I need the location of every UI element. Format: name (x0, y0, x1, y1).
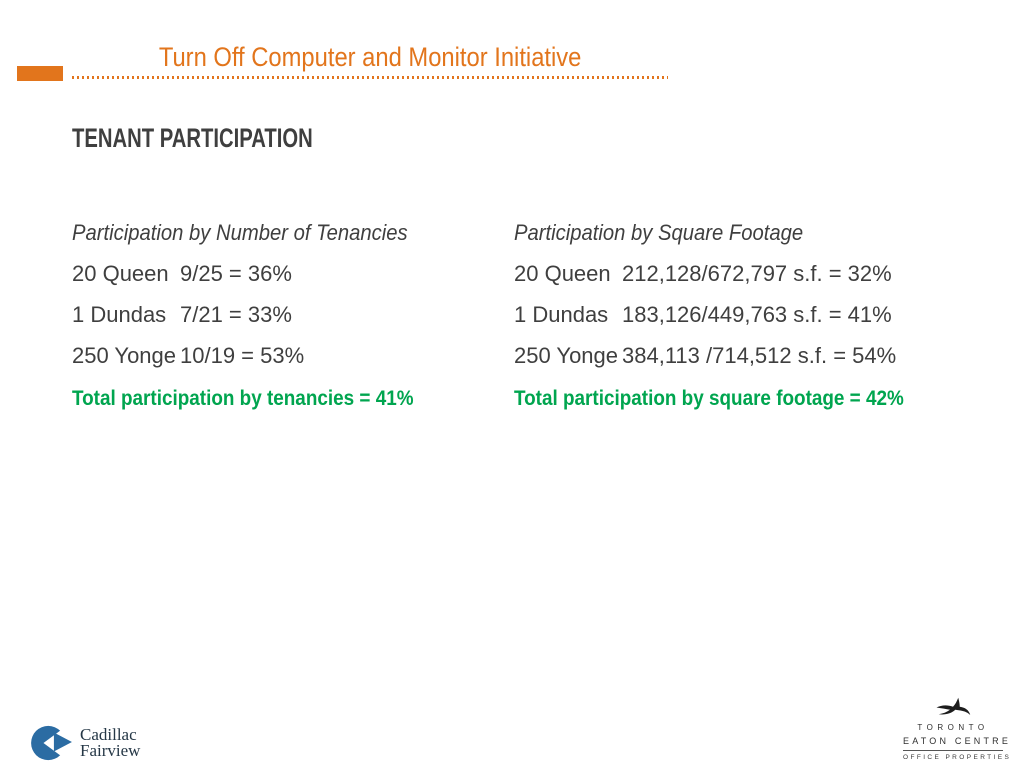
square-footage-column: Participation by Square Footage 20 Queen… (514, 220, 954, 412)
building-label: 250 Yonge (72, 343, 177, 368)
table-row: 250 Yonge 384,113 /714,512 s.f. = 54% (514, 343, 954, 369)
tenancies-total: Total participation by tenancies = 41% (72, 387, 414, 410)
participation-value: 384,113 /714,512 s.f. = 54% (622, 343, 897, 368)
tec-city-label: TORONTO (917, 723, 989, 732)
cadillac-fairview-mark-icon (30, 724, 74, 767)
participation-value: 183,126/449,763 s.f. = 41% (622, 302, 892, 327)
dotted-divider (72, 76, 668, 79)
building-label: 250 Yonge (514, 343, 619, 368)
tenancies-heading: Participation by Number of Tenancies (72, 220, 408, 245)
cadillac-fairview-wordmark: Cadillac Fairview (80, 724, 140, 759)
tec-office-properties-label: OFFICE PROPERTIES (903, 754, 1012, 761)
participation-value: 212,128/672,797 s.f. = 32% (622, 261, 892, 286)
participation-value: 9/25 = 36% (180, 261, 292, 286)
accent-bar (17, 66, 63, 81)
building-label: 20 Queen (72, 261, 169, 286)
slide-title: Turn Off Computer and Monitor Initiative (158, 42, 582, 72)
table-row: 20 Queen 9/25 = 36% (72, 261, 512, 287)
table-row: 20 Queen 212,128/672,797 s.f. = 32% (514, 261, 954, 287)
slide-header: Turn Off Computer and Monitor Initiative (72, 40, 668, 74)
cf-wordmark-line2: Fairview (80, 741, 141, 760)
square-footage-total: Total participation by square footage = … (514, 387, 904, 410)
building-label: 1 Dundas (514, 302, 609, 327)
square-footage-heading: Participation by Square Footage (514, 220, 804, 245)
cf-wordmark-line1: Cadillac (80, 725, 137, 744)
goose-icon (903, 697, 1003, 721)
tec-name-label: EATON CENTRE (903, 736, 1012, 746)
table-row: 250 Yonge 10/19 = 53% (72, 343, 512, 369)
tec-divider (903, 750, 1003, 751)
tenancies-column: Participation by Number of Tenancies 20 … (72, 220, 512, 412)
table-row: 1 Dundas 7/21 = 33% (72, 302, 512, 328)
cadillac-fairview-logo: Cadillac Fairview (30, 724, 140, 767)
participation-value: 7/21 = 33% (180, 302, 292, 327)
building-label: 20 Queen (514, 261, 611, 286)
section-heading: TENANT PARTICIPATION (72, 123, 313, 153)
participation-value: 10/19 = 53% (180, 343, 305, 368)
table-row: 1 Dundas 183,126/449,763 s.f. = 41% (514, 302, 954, 328)
toronto-eaton-centre-logo: TORONTO EATON CENTRE OFFICE PROPERTIES (903, 697, 1012, 761)
building-label: 1 Dundas (72, 302, 167, 327)
